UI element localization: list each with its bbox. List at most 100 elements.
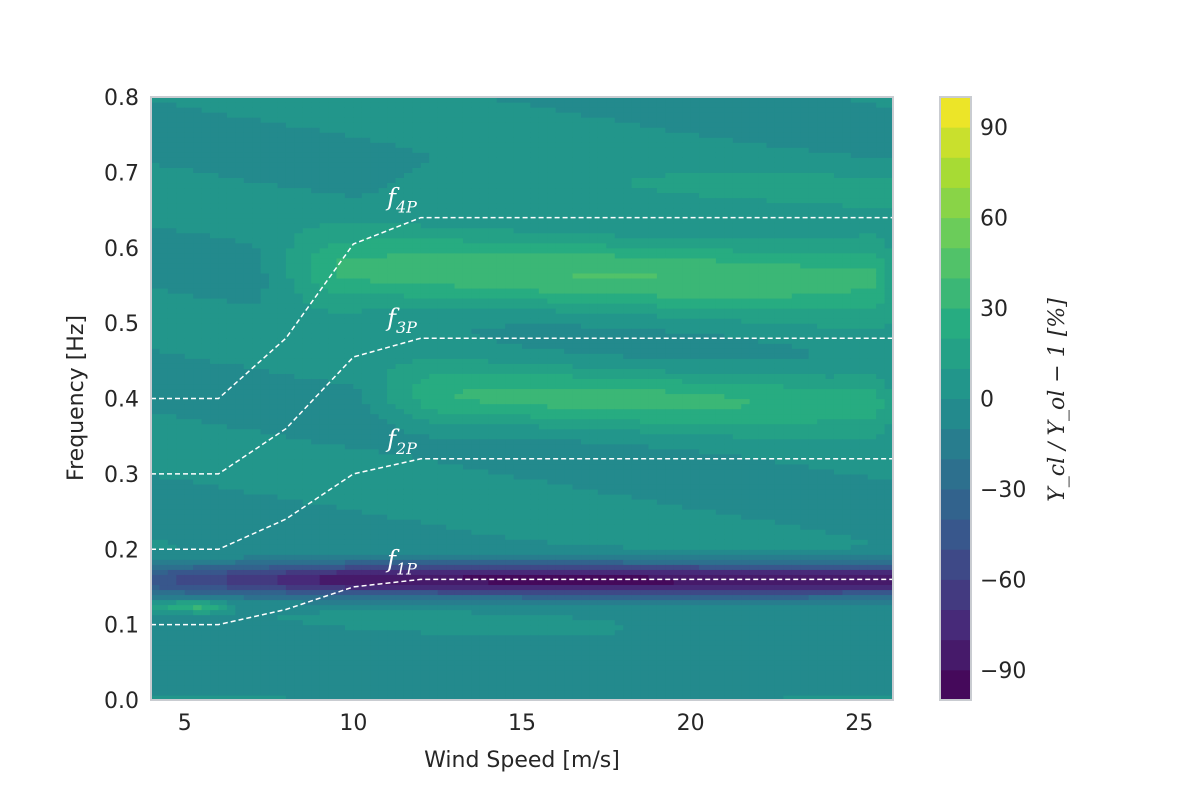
contour-cell (277, 594, 287, 601)
contour-cell (454, 413, 464, 420)
contour-cell (471, 147, 481, 153)
contour-cell (446, 669, 456, 676)
contour-cell (336, 524, 346, 530)
contour-cell (344, 363, 354, 369)
contour-cell (479, 564, 489, 570)
contour-cell (260, 237, 270, 244)
contour-cell (395, 172, 405, 178)
contour-cell (403, 493, 413, 500)
contour-cell (378, 237, 388, 244)
contour-cell (210, 137, 220, 143)
contour-cell (403, 664, 413, 671)
contour-cell (285, 554, 295, 560)
contour-cell (429, 157, 439, 163)
contour-cell (454, 483, 464, 490)
contour-cell (277, 669, 287, 676)
contour-cell (176, 313, 186, 319)
contour-cell (412, 664, 422, 671)
contour-cell (201, 222, 211, 229)
contour-cell (420, 468, 430, 475)
contour-cell (285, 584, 295, 591)
contour-cell (437, 674, 447, 681)
contour-cell (420, 549, 430, 555)
contour-cell (159, 97, 169, 103)
contour-cell (412, 323, 422, 329)
contour-cell (210, 107, 220, 113)
contour-cell (429, 107, 439, 113)
contour-cell (319, 524, 329, 530)
contour-cell (151, 252, 161, 259)
contour-cell (353, 237, 363, 244)
contour-cell (361, 438, 371, 445)
contour-cell (387, 97, 397, 103)
contour-cell (184, 488, 194, 495)
contour-cell (176, 413, 186, 420)
contour-cell (420, 388, 430, 395)
contour-cell (294, 292, 304, 299)
contour-cell (353, 483, 363, 490)
contour-cell (403, 237, 413, 244)
contour-cell (269, 478, 279, 485)
contour-cell (159, 413, 169, 420)
contour-cell (395, 272, 405, 279)
contour-cell (496, 343, 506, 349)
contour-cell (235, 674, 245, 681)
contour-cell (294, 272, 304, 279)
contour-cell (437, 257, 447, 264)
contour-cell (471, 182, 481, 189)
contour-cell (176, 222, 186, 229)
contour-cell (344, 378, 354, 385)
contour-cell (420, 277, 430, 284)
contour-cell (269, 614, 279, 621)
contour-cell (328, 207, 338, 214)
contour-cell (277, 438, 287, 445)
contour-cell (344, 142, 354, 148)
contour-cell (353, 619, 363, 626)
contour-cell (429, 473, 439, 480)
contour-cell (496, 363, 506, 369)
contour-cell (311, 634, 321, 641)
contour-cell (336, 363, 346, 369)
contour-cell (235, 438, 245, 445)
contour-cell (201, 674, 211, 681)
contour-cell (193, 197, 203, 204)
contour-cell (387, 343, 397, 349)
contour-cell (226, 589, 236, 596)
contour-cell (344, 398, 354, 405)
contour-cell (395, 403, 405, 410)
contour-cell (353, 443, 363, 450)
contour-cell (437, 453, 447, 460)
contour-cell (269, 167, 279, 173)
contour-cell (336, 303, 346, 309)
contour-cell (454, 368, 464, 374)
contour-cell (176, 333, 186, 339)
contour-cell (218, 659, 228, 666)
contour-cell (378, 393, 388, 400)
contour-cell (344, 157, 354, 163)
contour-cell (353, 669, 363, 676)
contour-cell (243, 298, 253, 304)
contour-cell (277, 363, 287, 369)
contour-cell (167, 287, 177, 294)
contour-cell (319, 147, 329, 153)
contour-cell (285, 172, 295, 178)
contour-cell (260, 453, 270, 460)
contour-cell (302, 614, 312, 621)
contour-cell (479, 247, 489, 254)
contour-cell (479, 112, 489, 118)
contour-cell (243, 252, 253, 259)
contour-cell (429, 604, 439, 611)
contour-cell (479, 483, 489, 490)
contour-cell (479, 102, 489, 108)
contour-cell (471, 207, 481, 214)
contour-cell (496, 509, 506, 515)
contour-cell (260, 569, 270, 575)
contour-cell (361, 644, 371, 651)
contour-cell (260, 217, 270, 224)
contour-cell (269, 363, 279, 369)
contour-cell (319, 614, 329, 621)
contour-cell (403, 604, 413, 611)
contour-cell (151, 403, 161, 410)
contour-cell (387, 192, 397, 199)
contour-cell (260, 117, 270, 123)
